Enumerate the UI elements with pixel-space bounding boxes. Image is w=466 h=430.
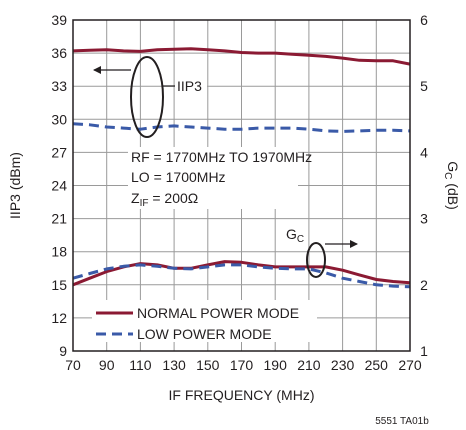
left-tick-label-0: 9 [59,343,67,359]
left-axis-label: IIP3 (dBm) [7,152,23,219]
annotation-zif-main: Z [131,190,140,206]
x-tick-label-6: 190 [264,357,288,373]
annotation-zif-rest: = 200Ω [148,190,198,206]
right-tick-label-4: 5 [420,78,428,94]
left-tick-label-4: 21 [51,211,67,227]
series-layer [72,47,411,289]
iip3-callout-ellipse [130,56,164,138]
left-tick-label-2: 15 [51,277,67,293]
iip3-label: IIP3 [177,78,202,94]
right-tick-label-2: 3 [420,211,428,227]
x-tick-label-5: 170 [230,357,254,373]
annotation-lo: LO = 1700MHz [131,169,226,185]
right-axis-label-sub: C [442,172,453,179]
legend-label-low: LOW POWER MODE [137,326,272,342]
gc-label-main: G [286,226,297,242]
left-tick-label-10: 39 [51,12,67,28]
x-tick-label-0: 70 [65,357,81,373]
annotation-zif: ZIF = 200Ω [131,190,198,209]
right-tick-label-3: 4 [420,144,428,160]
left-tick-label-9: 36 [51,45,67,61]
series-iip3-low [72,122,411,133]
iip3-label-bg [175,76,207,94]
figure-id: 5551 TA01b [375,416,429,427]
x-tick-label-4: 150 [196,357,220,373]
right-tick-label-0: 1 [420,343,428,359]
tick-labels: 70 90 110 130 150 170 190 210 230 250 270912151821… [51,12,428,373]
gc-callout-ellipse [306,242,326,278]
right-axis-label: GC (dB) [442,161,461,209]
x-tick-label-10: 270 [398,357,422,373]
left-tick-label-7: 30 [51,111,67,127]
right-tick-label-5: 6 [420,12,428,28]
x-tick-label-7: 210 [297,357,321,373]
conditions-box [128,147,298,209]
left-tick-label-5: 24 [51,178,67,194]
left-tick-label-1: 12 [51,310,67,326]
annotation-zif-sub: IF [140,198,149,209]
series-iip3-normal [72,47,411,66]
x-axis-label: IF FREQUENCY (MHz) [169,387,315,403]
right-axis-label-main: G [445,161,461,172]
right-tick-label-1: 2 [420,277,428,293]
x-tick-label-9: 250 [365,357,389,373]
x-tick-label-2: 110 [129,357,152,373]
gc-label-sub: C [297,234,304,245]
left-tick-label-8: 33 [51,78,67,94]
gc-label: GC [286,226,304,245]
annotation-rf: RF = 1770MHz TO 1970MHz [131,149,312,165]
series-gc-low [72,263,411,289]
x-tick-label-8: 230 [331,357,355,373]
left-tick-label-3: 18 [51,244,67,260]
left-tick-label-6: 27 [51,144,67,160]
plot-frame [72,19,411,352]
x-tick-label-1: 90 [99,357,115,373]
right-axis-label-unit: (dB) [445,179,461,209]
legend-label-normal: NORMAL POWER MODE [137,305,299,321]
x-tick-label-3: 130 [162,357,186,373]
